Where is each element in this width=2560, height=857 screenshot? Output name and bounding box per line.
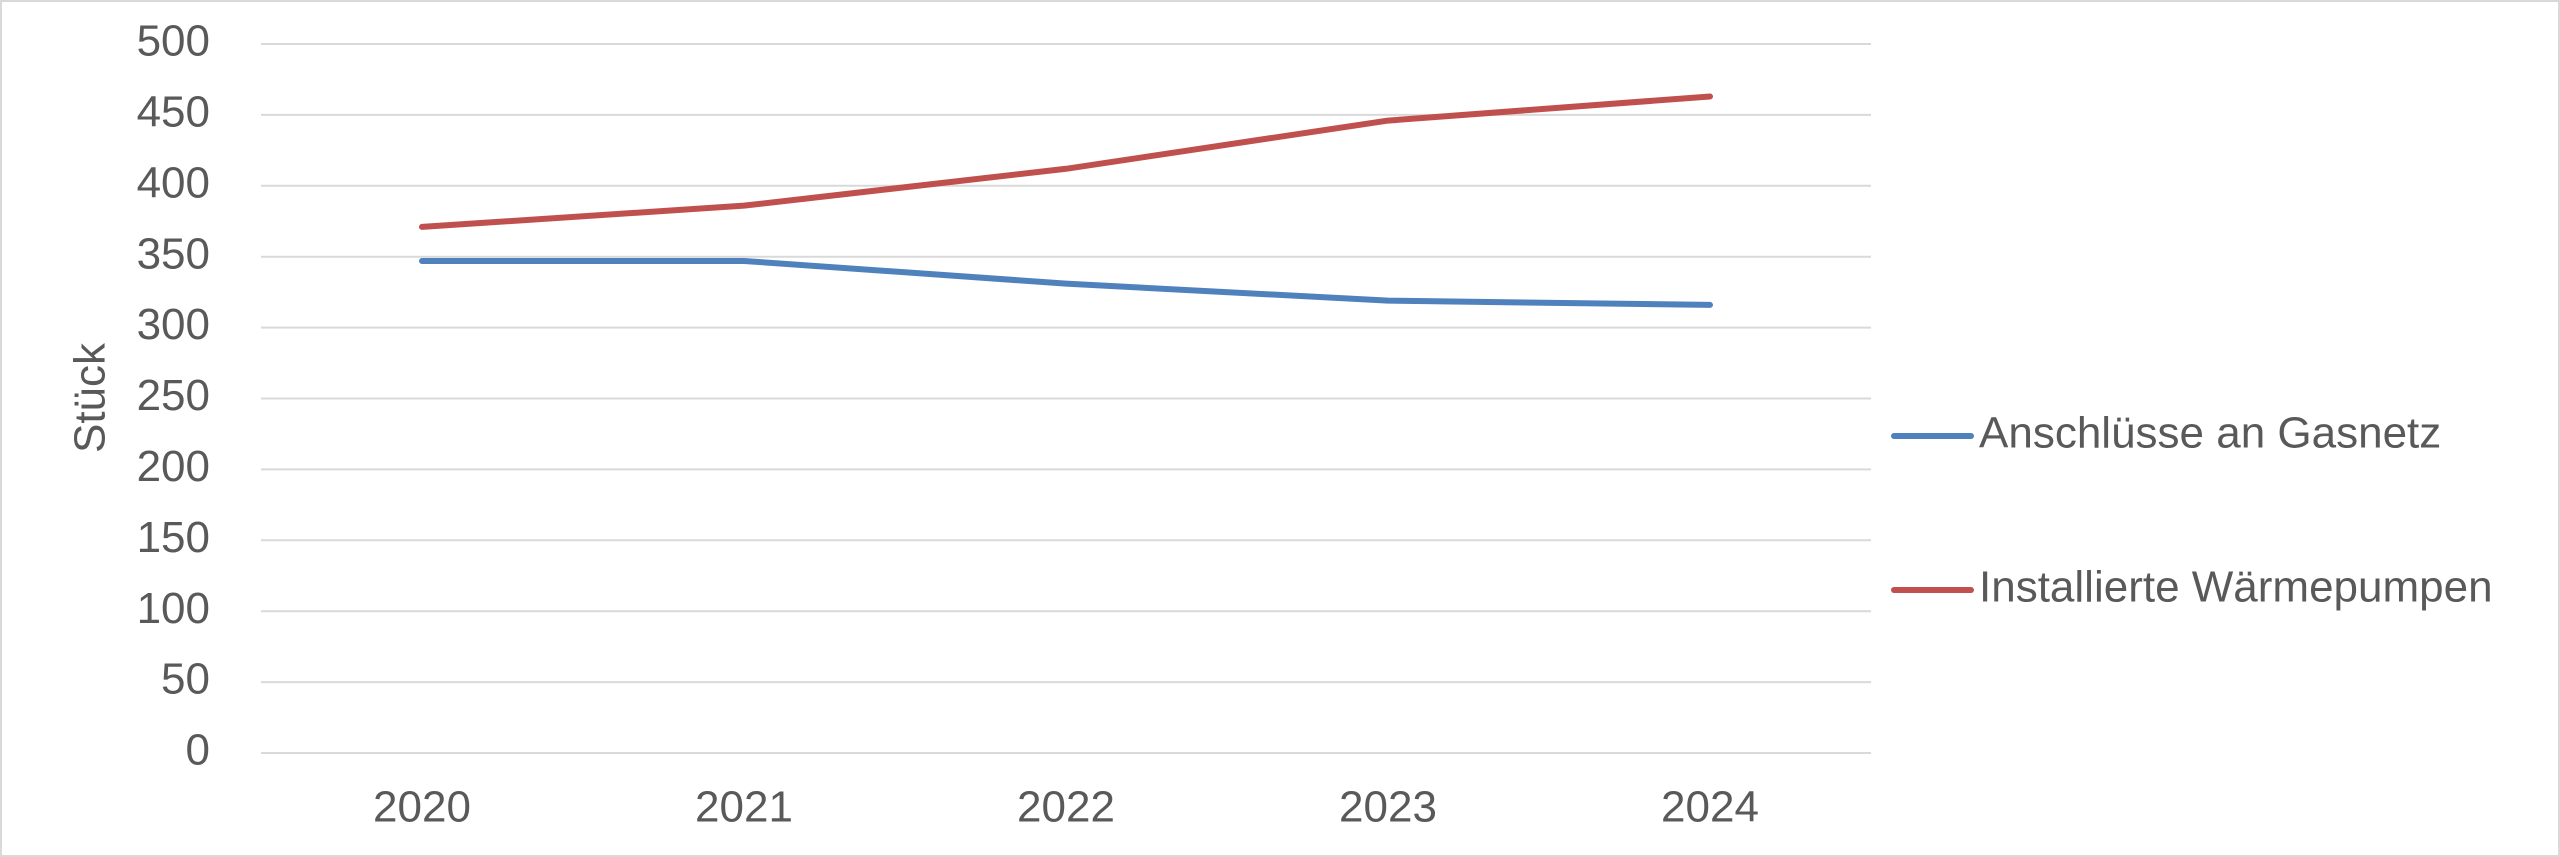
y-tick-label: 250 <box>137 371 210 420</box>
y-tick-label: 300 <box>137 300 210 349</box>
data-line <box>419 257 1713 308</box>
y-tick-label: 50 <box>161 655 210 704</box>
y-tick-label: 100 <box>137 584 210 633</box>
y-tick-label: 400 <box>137 158 210 207</box>
y-tick-label: 200 <box>137 442 210 491</box>
legend-label: Anschlüsse an Gasnetz <box>1979 409 2441 458</box>
x-tick-label: 2022 <box>1017 783 1115 832</box>
y-tick-label: 0 <box>186 726 210 775</box>
x-tick-label: 2023 <box>1339 783 1437 832</box>
y-axis-title: Stück <box>66 342 115 453</box>
x-tick-label: 2024 <box>1661 783 1759 832</box>
legend-label: Installierte Wärmepumpen <box>1979 563 2493 612</box>
y-tick-label: 500 <box>137 17 210 66</box>
y-tick-label: 350 <box>137 229 210 278</box>
y-tick-label: 150 <box>137 513 210 562</box>
y-tick-label: 450 <box>137 88 210 137</box>
x-tick-label: 2020 <box>373 783 471 832</box>
x-tick-label: 2021 <box>695 783 793 832</box>
data-line <box>419 93 1713 230</box>
